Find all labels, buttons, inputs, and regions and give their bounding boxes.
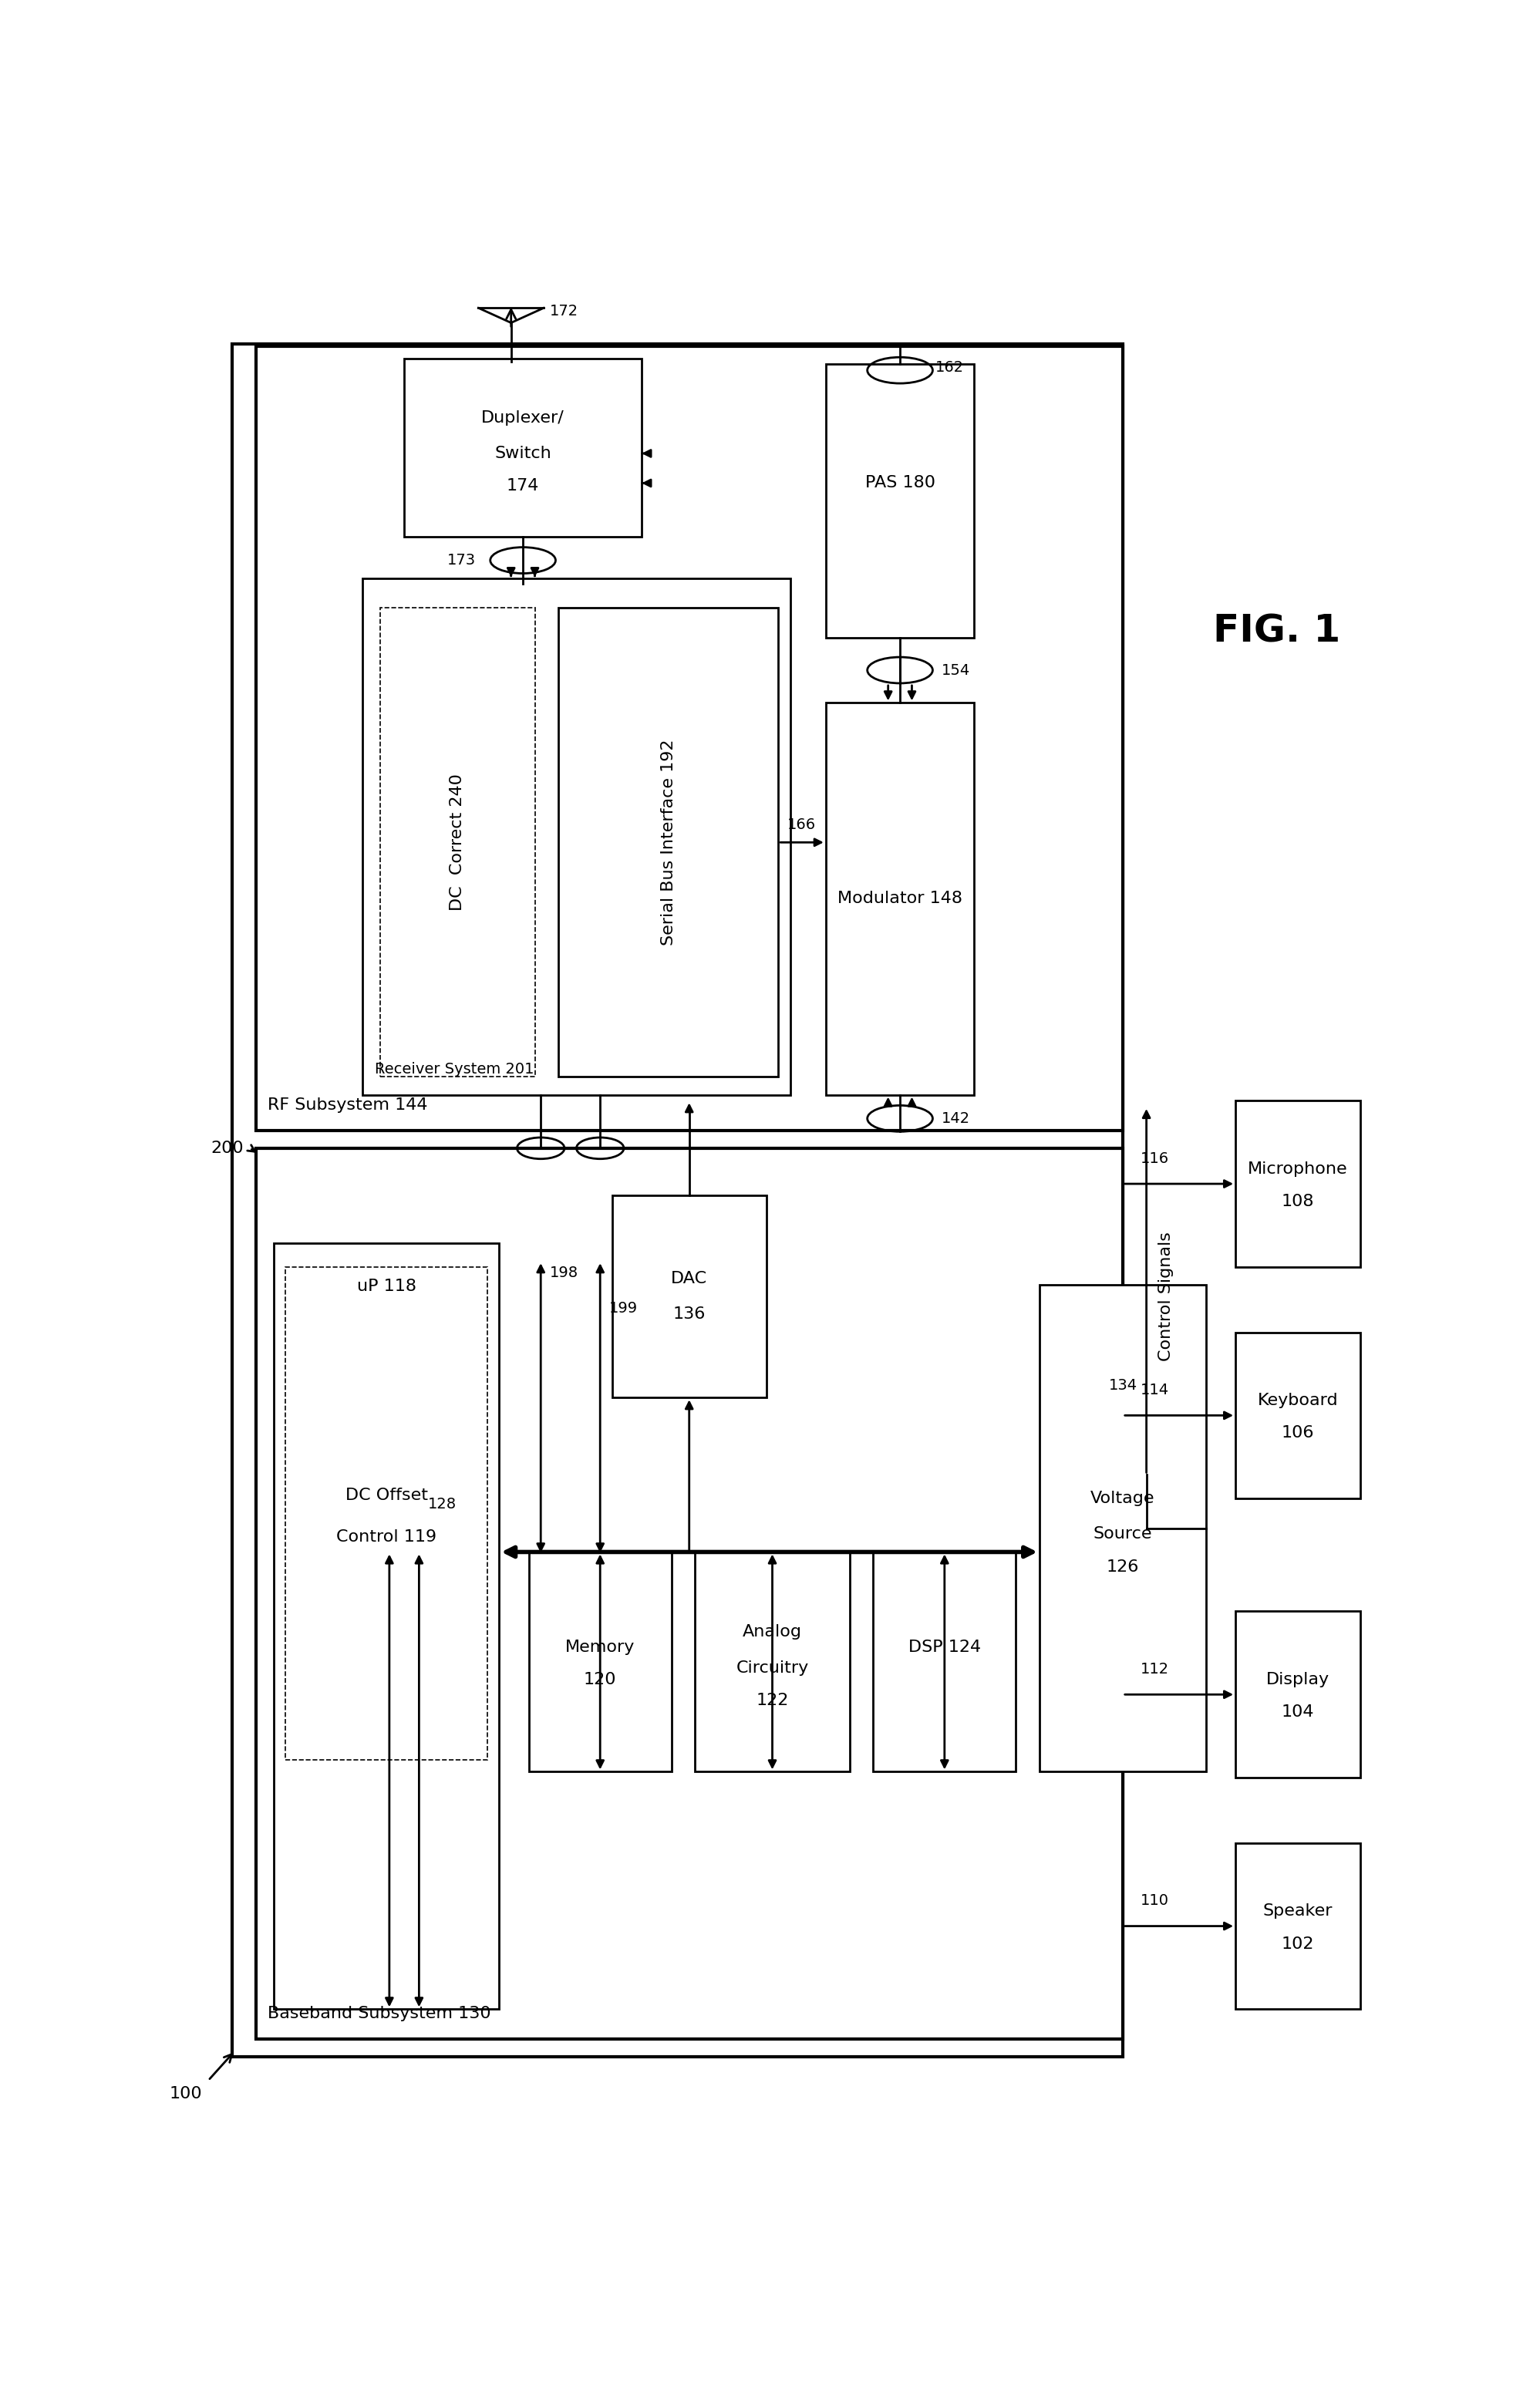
Text: Receiver System 201: Receiver System 201 bbox=[374, 1062, 534, 1077]
Text: DC  Correct 240: DC Correct 240 bbox=[450, 773, 465, 912]
Text: 108: 108 bbox=[1281, 1194, 1314, 1208]
Bar bbox=[256, 1149, 1123, 2039]
Text: DAC: DAC bbox=[671, 1271, 707, 1287]
Bar bbox=[233, 345, 1123, 2056]
Bar bbox=[256, 347, 1123, 1129]
Text: 116: 116 bbox=[1141, 1151, 1169, 1165]
Text: 110: 110 bbox=[1141, 1893, 1169, 1907]
Text: uP 118: uP 118 bbox=[357, 1278, 416, 1295]
Text: 199: 199 bbox=[608, 1302, 638, 1316]
Bar bbox=[1235, 1843, 1360, 2010]
Text: 128: 128 bbox=[428, 1498, 456, 1512]
Text: Keyboard: Keyboard bbox=[1258, 1393, 1338, 1407]
Text: DSP 124: DSP 124 bbox=[909, 1639, 981, 1654]
Text: Switch: Switch bbox=[494, 445, 551, 462]
Bar bbox=[285, 1266, 487, 1759]
Bar bbox=[274, 1244, 499, 2010]
Bar bbox=[528, 1553, 671, 1771]
Bar bbox=[362, 579, 790, 1094]
Bar bbox=[1235, 1610, 1360, 1778]
Text: Memory: Memory bbox=[565, 1639, 634, 1654]
Text: DC Offset: DC Offset bbox=[345, 1488, 428, 1503]
Text: Duplexer/: Duplexer/ bbox=[482, 409, 565, 426]
Text: 100: 100 bbox=[169, 2087, 202, 2101]
Bar bbox=[380, 608, 534, 1077]
Text: 154: 154 bbox=[941, 663, 970, 677]
Text: Control 119: Control 119 bbox=[336, 1529, 436, 1546]
Text: Baseband Subsystem 130: Baseband Subsystem 130 bbox=[268, 2005, 491, 2022]
Text: 134: 134 bbox=[1109, 1378, 1138, 1393]
Text: 174: 174 bbox=[507, 479, 539, 493]
Text: 112: 112 bbox=[1141, 1663, 1169, 1677]
Text: 102: 102 bbox=[1281, 1936, 1314, 1953]
Bar bbox=[695, 1553, 850, 1771]
Text: 200: 200 bbox=[211, 1141, 243, 1156]
Text: 126: 126 bbox=[1106, 1560, 1140, 1575]
Text: 106: 106 bbox=[1281, 1426, 1314, 1441]
Text: Voltage: Voltage bbox=[1090, 1491, 1155, 1505]
Text: 122: 122 bbox=[756, 1692, 788, 1709]
Bar bbox=[1040, 1285, 1206, 1771]
Bar bbox=[611, 1196, 767, 1398]
Text: Circuitry: Circuitry bbox=[736, 1661, 808, 1675]
Text: 162: 162 bbox=[936, 359, 964, 376]
Text: Display: Display bbox=[1266, 1673, 1329, 1687]
Bar bbox=[873, 1553, 1016, 1771]
Text: 136: 136 bbox=[673, 1307, 705, 1323]
Bar bbox=[825, 364, 975, 637]
Text: PAS 180: PAS 180 bbox=[865, 476, 935, 491]
Text: Analog: Analog bbox=[742, 1625, 802, 1639]
Text: FIG. 1: FIG. 1 bbox=[1214, 613, 1341, 651]
Text: 173: 173 bbox=[447, 553, 476, 567]
Text: RF Subsystem 144: RF Subsystem 144 bbox=[268, 1096, 428, 1113]
Text: 198: 198 bbox=[550, 1266, 579, 1280]
Text: 114: 114 bbox=[1141, 1383, 1169, 1398]
Text: Speaker: Speaker bbox=[1263, 1902, 1332, 1919]
Bar bbox=[1235, 1333, 1360, 1498]
Text: 142: 142 bbox=[941, 1110, 970, 1125]
Text: 120: 120 bbox=[584, 1673, 616, 1687]
Bar bbox=[825, 704, 975, 1094]
Text: Microphone: Microphone bbox=[1247, 1161, 1348, 1177]
Bar bbox=[403, 359, 642, 536]
Text: Serial Bus Interface 192: Serial Bus Interface 192 bbox=[661, 739, 676, 945]
Text: Source: Source bbox=[1093, 1527, 1152, 1541]
Text: 104: 104 bbox=[1281, 1704, 1314, 1721]
Bar bbox=[559, 608, 778, 1077]
Bar bbox=[1235, 1101, 1360, 1266]
Text: Control Signals: Control Signals bbox=[1158, 1232, 1173, 1362]
Text: 166: 166 bbox=[787, 818, 816, 833]
Text: 172: 172 bbox=[550, 304, 579, 318]
Text: Modulator 148: Modulator 148 bbox=[838, 890, 963, 907]
